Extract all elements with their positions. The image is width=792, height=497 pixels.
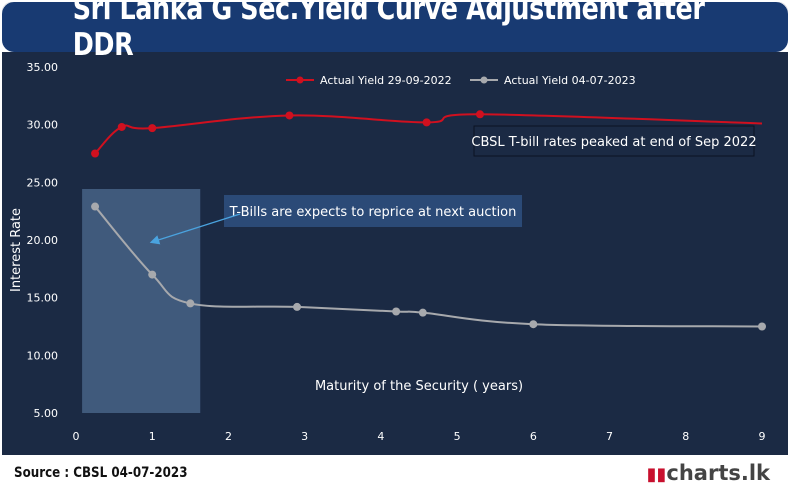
annotation-box-peak [473,125,755,157]
y-tick-3: 20.00 [27,234,59,247]
series-1-point-6 [529,320,538,329]
series-0-point-2 [148,124,157,133]
y-tick-labels: 5.00 10.00 15.00 20.00 25.00 30.00 35.00 [27,61,59,420]
legend-label-1: Actual Yield 04-07-2023 [504,74,636,87]
x-tick-9: 9 [759,430,766,443]
y-tick-4: 25.00 [27,176,59,189]
x-tick-5: 5 [454,430,461,443]
chart-title: Sri Lanka G Sec.Yield Curve Adjustment a… [72,0,705,63]
legend-marker-1 [480,76,488,84]
title-pill: Sri Lanka G Sec.Yield Curve Adjustment a… [2,0,788,63]
annotation-peak: CBSL T-bill rates peaked at end of Sep 2… [471,135,756,150]
y-tick-5: 30.00 [27,119,59,132]
y-tick-2: 15.00 [27,292,59,305]
x-tick-7: 7 [606,430,613,443]
series-line-0 [94,113,763,155]
source-note: Source : CBSL 04-07-2023 [14,465,188,481]
y-axis-title: Interest Rate [9,208,24,292]
series-layer [91,110,766,331]
x-tick-1: 1 [149,430,156,443]
x-tick-labels: 0 1 2 3 4 5 6 7 8 9 [73,430,766,443]
x-tick-2: 2 [225,430,232,443]
x-axis-title: Maturity of the Security ( years) [315,379,523,394]
series-0-point-1 [117,122,126,131]
series-1-point-4 [392,307,401,316]
series-1-point-2 [186,299,195,308]
x-tick-4: 4 [377,430,384,443]
series-1-point-5 [418,308,427,317]
chart-logo-icon: ▮▮ [646,464,667,485]
x-tick-0: 0 [73,430,80,443]
legend: Actual Yield 29-09-2022 Actual Yield 04-0… [286,74,636,87]
brand-name: charts.lk [666,461,770,485]
series-0-point-0 [91,149,100,158]
y-tick-1: 10.00 [27,349,59,362]
legend-marker-0 [296,76,304,84]
series-0-point-5 [475,110,484,119]
legend-label-0: Actual Yield 29-09-2022 [320,74,452,87]
series-0-point-4 [422,118,431,127]
annotation-reprice: T-Bills are expects to reprice at next a… [229,205,517,220]
brand-logo: ▮▮charts.lk [647,461,770,485]
annotation-box-reprice [224,195,522,227]
y-tick-6: 35.00 [27,61,59,74]
series-line-1 [94,205,763,328]
series-1-point-3 [293,302,302,311]
annotation-arrow [149,213,241,245]
y-tick-0: 5.00 [34,407,59,420]
title-bar: Sri Lanka G Sec.Yield Curve Adjustment a… [2,0,788,63]
x-tick-8: 8 [682,430,689,443]
x-tick-3: 3 [301,430,308,443]
series-1-point-1 [148,270,157,279]
series-1-point-7 [758,322,766,331]
series-1-point-0 [91,202,100,211]
footer: Source : CBSL 04-07-2023 ▮▮charts.lk [2,455,788,493]
x-tick-6: 6 [530,430,537,443]
series-0-point-3 [285,111,294,120]
